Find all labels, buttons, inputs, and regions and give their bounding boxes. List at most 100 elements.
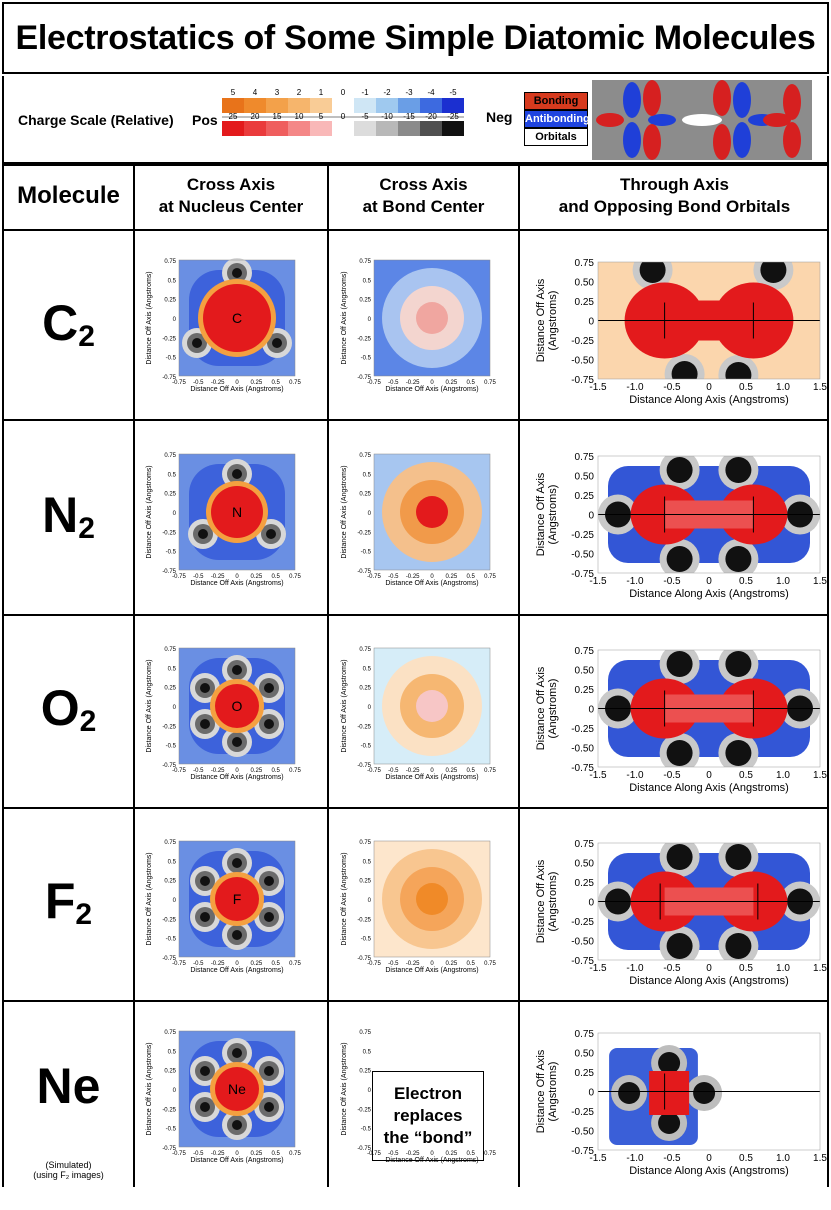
x-tick: -1.0	[626, 382, 644, 393]
x-tick: 0.5	[466, 961, 475, 967]
divider	[4, 164, 827, 166]
header-molecule: Molecule	[17, 182, 120, 209]
scale-tick-bottom: -5	[361, 112, 369, 121]
x-axis-title: Distance Along Axis (Angstroms)	[629, 394, 789, 406]
legend-orbitals: Orbitals	[524, 128, 588, 146]
y-tick: 0.5	[363, 666, 372, 672]
legend-antibonding: Antibonding	[524, 110, 590, 128]
x-tick: -0.75	[367, 574, 381, 580]
callout-line1: Electron	[393, 1084, 462, 1103]
x-tick: 0	[235, 768, 239, 774]
y-tick: 0.75	[575, 1029, 595, 1040]
x-tick: -0.5	[388, 768, 399, 774]
orbital-illustration	[592, 80, 812, 160]
scale-swatch-top	[244, 98, 266, 113]
y-tick: 0.75	[359, 647, 371, 653]
y-axis-title: Distance Off Axis (Angstroms)	[146, 659, 153, 752]
y-tick: -0.50	[571, 1127, 594, 1138]
y-axis-title: Distance Off Axis (Angstroms)	[146, 465, 153, 558]
through-axis-plot: 0.750.500.250-0.25-0.50-0.75-1.5 -1.0 -0.5…	[535, 258, 827, 406]
x-tick: 0.75	[289, 961, 301, 967]
x-tick: 0.25	[445, 768, 457, 774]
y-axis-title: Distance Off Axis (Angstroms)	[341, 1042, 348, 1135]
through-axis-plot: 0.750.500.250-0.25-0.50-0.75-1.5 -1.0 -0.5…	[535, 646, 827, 794]
molecule-symbol: O	[40, 680, 80, 736]
y-axis-units: (Angstroms)	[547, 1062, 559, 1122]
y-tick: 0.25	[359, 879, 371, 885]
cross-section-plot: 0.75 0.5 0.25 0 -0.25 -0.5 -0.75-0.75 -0.5 -0.25…	[341, 647, 496, 781]
y-tick: 0.75	[164, 840, 176, 846]
x-tick: 0.25	[445, 961, 457, 967]
scale-swatch-top	[354, 98, 376, 113]
y-tick: 0	[173, 705, 177, 711]
x-tick: 1.5	[813, 963, 827, 974]
x-tick: -0.5	[193, 961, 204, 967]
molecule-label-o2: O2	[4, 679, 133, 739]
x-tick: 0.75	[484, 574, 496, 580]
scale-swatch-bottom	[288, 121, 310, 136]
x-tick: 0.75	[289, 380, 301, 386]
y-tick: 0.25	[164, 492, 176, 498]
x-tick: 1.0	[776, 770, 790, 781]
x-tick: 1.0	[776, 963, 790, 974]
y-tick: 0.50	[575, 859, 595, 870]
scale-swatch-bottom	[310, 121, 332, 136]
header-col2-line2: at Bond Center	[362, 197, 485, 216]
y-tick: -0.5	[361, 550, 372, 556]
callout-line2: replaces	[393, 1106, 463, 1125]
y-tick: 0.5	[168, 472, 177, 478]
y-tick: 0	[588, 705, 594, 716]
scale-swatch-top	[420, 98, 442, 113]
x-tick: -1.5	[589, 576, 607, 587]
x-axis-title: Distance Off Axis (Angstroms)	[385, 774, 478, 781]
divider	[4, 614, 827, 616]
x-tick: -0.5	[193, 574, 204, 580]
divider	[133, 164, 135, 1187]
x-tick: 0.75	[484, 961, 496, 967]
x-tick: 0.5	[271, 768, 280, 774]
x-tick: -0.5	[388, 574, 399, 580]
y-tick: 0.75	[164, 259, 176, 265]
y-tick: 0	[368, 705, 372, 711]
y-axis-title: Distance Off Axis (Angstroms)	[341, 659, 348, 752]
divider	[4, 1000, 827, 1002]
cross-section-plot: N 0.75 0.5 0.25 0 -0.25 -0.5 -0.75-0.75 -0.5 -0.2…	[146, 453, 301, 587]
y-tick: -0.75	[162, 763, 176, 769]
x-tick: 0.5	[466, 380, 475, 386]
y-tick: -0.25	[162, 530, 176, 536]
y-tick: -0.25	[357, 724, 371, 730]
x-tick: -0.25	[211, 1151, 225, 1157]
x-tick: -0.25	[211, 574, 225, 580]
y-tick: -0.25	[357, 1107, 371, 1113]
x-tick: 0	[430, 961, 434, 967]
y-tick: 0.50	[575, 1049, 595, 1060]
molecule-subscript: 2	[79, 705, 97, 738]
orbital-legend: Bonding Antibonding Orbitals	[524, 92, 590, 148]
x-tick: 0	[235, 1151, 239, 1157]
divider	[4, 229, 827, 231]
x-tick: 0.5	[739, 576, 753, 587]
x-tick: 1.5	[813, 382, 827, 393]
y-tick: 0.25	[575, 1068, 595, 1079]
scale-tick-bottom: 25	[229, 112, 238, 121]
y-tick: 0.5	[168, 1049, 177, 1055]
x-axis-title: Distance Off Axis (Angstroms)	[385, 1157, 478, 1164]
x-tick: 0.5	[739, 770, 753, 781]
y-axis-title: Distance Off Axis (Angstroms)	[146, 1042, 153, 1135]
scale-tick-bottom: 0	[341, 112, 346, 121]
y-tick: -0.25	[357, 336, 371, 342]
x-tick: 0.5	[271, 574, 280, 580]
molecule-subscript: 2	[75, 898, 93, 931]
y-tick: 0.5	[363, 1049, 372, 1055]
x-tick: -1.5	[589, 770, 607, 781]
molecule-label-c2: C2	[4, 294, 133, 354]
x-tick: -0.5	[388, 961, 399, 967]
scale-tick-top: -4	[427, 88, 435, 97]
ne-note: (Simulated) (using F₂ images)	[4, 1160, 133, 1180]
y-tick: 0.25	[575, 491, 595, 502]
x-tick: -0.25	[406, 961, 420, 967]
y-tick: -0.5	[361, 937, 372, 943]
y-tick: 0	[588, 1088, 594, 1099]
divider	[4, 419, 827, 421]
